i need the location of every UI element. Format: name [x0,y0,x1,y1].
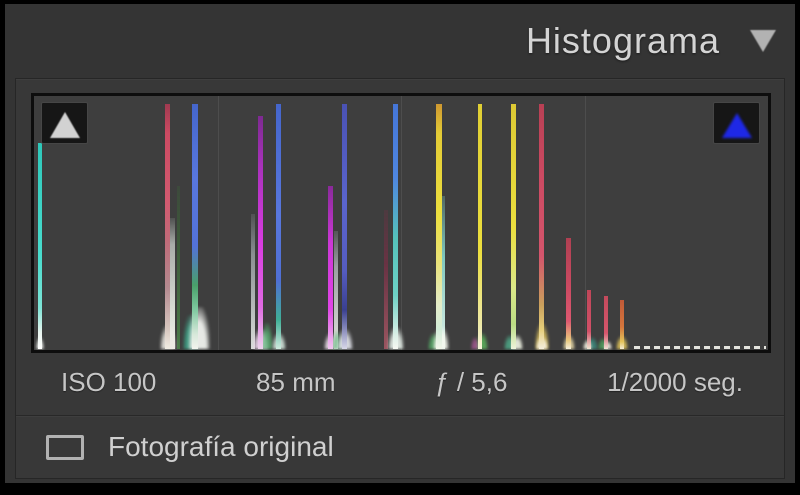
histogram-spike [436,104,442,349]
meta-focal-length: 85 mm [256,367,336,397]
histogram-gridline [401,96,402,350]
original-photo-checkbox[interactable] [46,434,84,460]
histogram-spike [177,186,180,349]
histogram-spike [384,210,388,349]
histogram-panel: Histograma ISO 100 85 mm ƒ / 5,6 1/2000 … [5,4,795,483]
spike-base-glow [471,337,479,349]
histogram-spike [566,238,571,349]
histogram-spike [604,296,608,349]
histogram-spike [587,290,591,349]
exif-metadata-row: ISO 100 85 mm ƒ / 5,6 1/2000 seg. [31,367,769,398]
meta-aperture: ƒ / 5,6 [435,367,508,397]
histogram-spike [334,231,338,349]
highlight-clipping-triangle-icon [721,113,752,138]
shadow-clipping-indicator[interactable] [41,102,88,144]
histogram-spike [328,186,333,349]
histogram-plot-inner [34,96,768,350]
histogram-spike [620,300,624,349]
histogram-spike [442,196,445,349]
spike-base-glow [260,323,273,349]
histogram-content-box: ISO 100 85 mm ƒ / 5,6 1/2000 seg. Fotogr… [15,78,785,479]
meta-shutter-speed: 1/2000 seg. [607,367,743,397]
original-photo-checkbox-label: Fotografía original [108,431,334,462]
spike-base-glow [598,338,608,349]
shadow-clipping-triangle-icon [49,112,80,138]
histogram-plot[interactable] [31,93,771,353]
histogram-spike [342,104,347,349]
histogram-spike [192,104,198,349]
histogram-spike [251,214,255,349]
histogram-spike [539,104,544,349]
histogram-gridline [217,96,219,350]
meta-iso: ISO 100 [61,367,157,397]
panel-title: Histograma [525,20,720,61]
spike-base-glow [604,341,612,349]
collapse-triangle-icon[interactable] [750,30,776,52]
histogram-spike [393,104,398,349]
histogram-spike [170,218,175,349]
footer-row: Fotografía original [16,415,784,478]
highlight-clipping-indicator[interactable] [713,102,760,144]
histogram-spike [258,116,263,349]
histogram-spike [165,104,170,349]
histogram-spike [276,104,281,349]
baseline-dashes [634,346,766,349]
histogram-gridline [584,96,586,350]
histogram-spike [38,143,42,349]
histogram-panel-header[interactable]: Histograma [5,4,795,78]
histogram-spike [478,104,482,349]
histogram-spike [511,104,516,349]
